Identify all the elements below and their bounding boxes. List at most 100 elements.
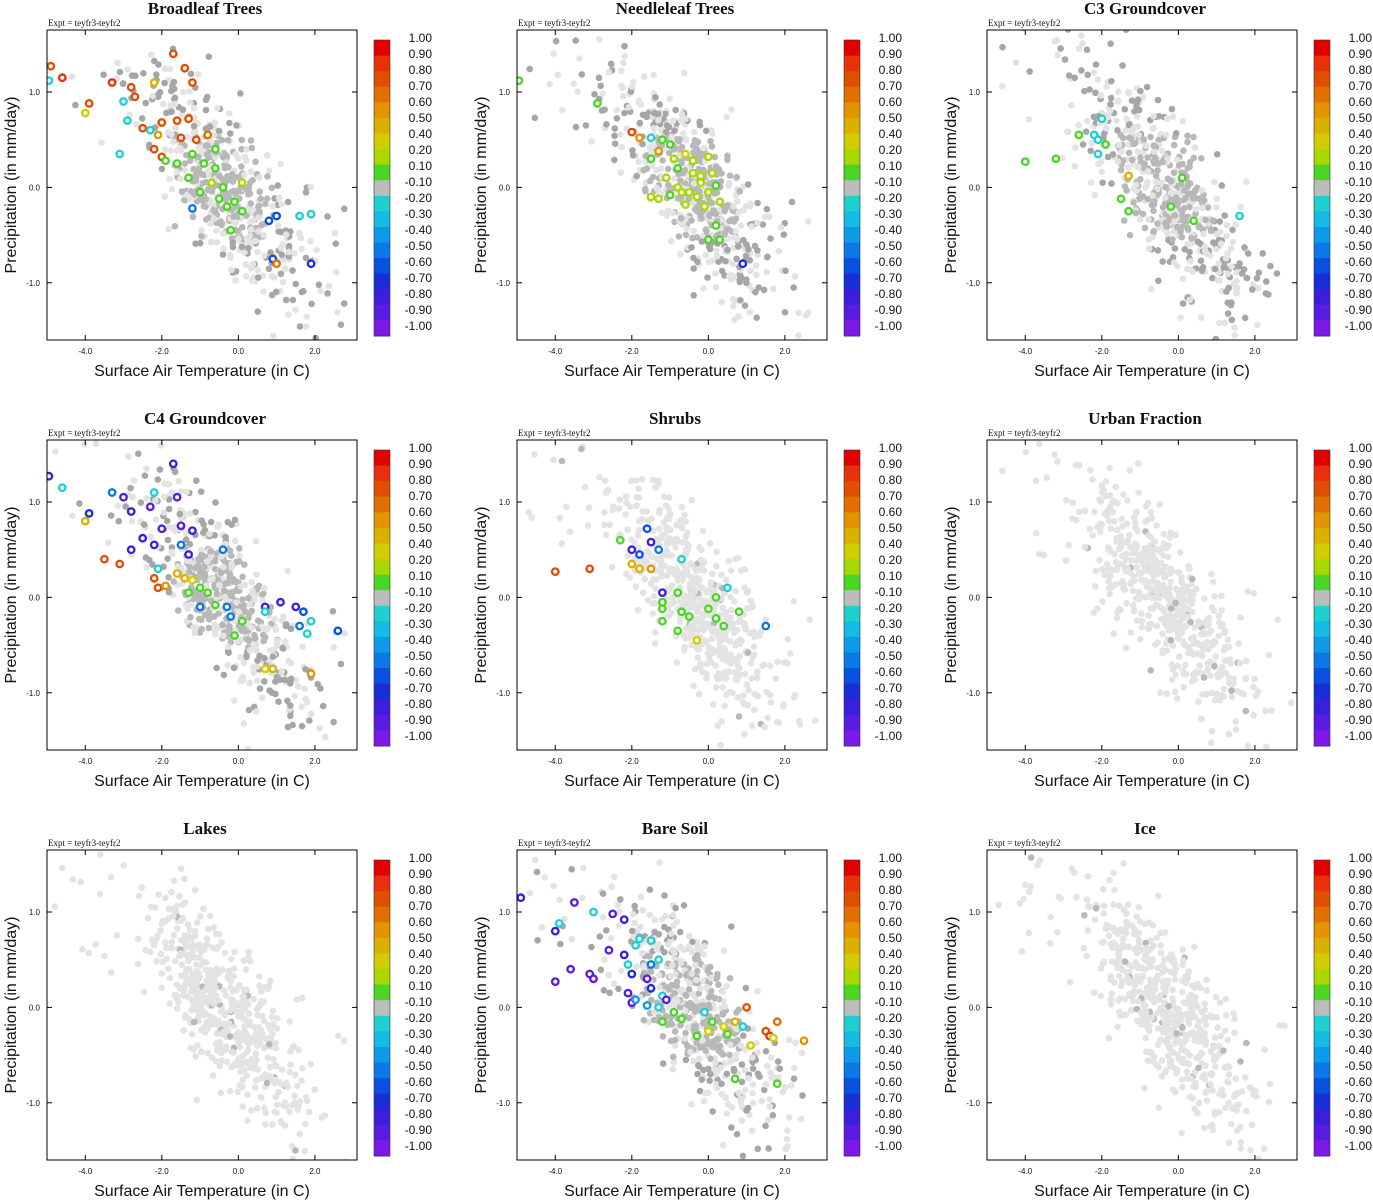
background-point — [719, 604, 727, 612]
panel-title: Bare Soil — [642, 819, 709, 838]
colorbar-swatch — [374, 559, 390, 576]
colorbar-swatch — [844, 527, 860, 544]
background-point — [732, 215, 740, 222]
background-point — [251, 1065, 259, 1072]
colorbar-swatch — [1314, 71, 1330, 88]
background-point — [718, 267, 726, 275]
background-point — [179, 901, 186, 908]
background-point — [264, 1022, 272, 1029]
background-point — [115, 517, 122, 525]
background-point — [658, 209, 666, 216]
colorbar-label: -0.80 — [405, 697, 433, 711]
colorbar-label: -1.00 — [1345, 319, 1373, 333]
background-point — [675, 233, 683, 240]
background-point — [767, 699, 775, 706]
x-tick-label: -4.0 — [548, 347, 562, 356]
background-point — [170, 78, 178, 86]
background-point — [269, 1121, 276, 1128]
expt-label: Expt = teyfr3-teyfr2 — [48, 18, 121, 28]
background-point — [1115, 97, 1122, 105]
background-point — [1262, 290, 1270, 297]
background-point — [211, 621, 219, 628]
background-point — [724, 156, 731, 164]
background-point — [1218, 592, 1225, 600]
background-point — [329, 608, 337, 615]
background-point — [614, 901, 621, 909]
colorbar-label: 0.50 — [409, 931, 433, 945]
data-point — [715, 197, 725, 207]
background-point — [308, 300, 315, 308]
background-point — [1267, 262, 1274, 270]
background-point — [144, 914, 152, 922]
background-point — [1105, 584, 1113, 592]
background-point — [155, 891, 162, 898]
background-point — [164, 536, 172, 544]
colorbar-label: -0.40 — [405, 633, 433, 647]
background-point — [1145, 245, 1153, 252]
background-point — [215, 581, 223, 589]
colorbar-swatch — [1314, 574, 1330, 591]
background-point — [274, 182, 282, 189]
background-point — [165, 505, 173, 513]
background-point — [268, 184, 276, 192]
background-point — [700, 1097, 708, 1105]
background-point — [156, 466, 164, 473]
background-point — [187, 157, 194, 164]
background-point — [1187, 635, 1195, 642]
background-point — [195, 153, 202, 161]
data-point — [635, 133, 644, 143]
background-point — [698, 238, 706, 245]
background-point — [303, 698, 311, 706]
background-point — [694, 646, 702, 653]
background-point — [672, 565, 680, 572]
background-point — [617, 967, 625, 975]
background-point — [664, 165, 672, 173]
background-point — [260, 231, 268, 239]
background-point — [714, 676, 722, 683]
y-axis-label: Precipitation (in mm/day) — [3, 917, 20, 1094]
panel-title: C3 Groundcover — [1084, 0, 1206, 18]
background-point — [1171, 212, 1178, 219]
background-point — [680, 902, 688, 909]
background-point — [210, 1000, 218, 1008]
background-point — [776, 1065, 784, 1072]
background-point — [269, 202, 276, 210]
background-point — [1214, 276, 1222, 284]
background-point — [1221, 212, 1228, 219]
background-point — [114, 59, 121, 67]
colorbar: 1.000.900.800.700.600.500.400.200.10-0.1… — [1313, 441, 1372, 747]
background-point — [642, 185, 649, 193]
background-point — [237, 654, 244, 661]
background-point — [1140, 136, 1148, 143]
background-point — [1241, 314, 1249, 322]
colorbar-swatch — [1314, 636, 1330, 654]
background-point — [1127, 629, 1135, 636]
background-point — [1262, 707, 1269, 715]
background-point — [195, 1009, 202, 1017]
colorbar-label: -0.40 — [405, 223, 433, 237]
background-point — [205, 624, 213, 632]
data-point — [654, 146, 663, 156]
background-point — [786, 650, 794, 657]
background-point — [236, 1043, 244, 1051]
colorbar-label: -0.40 — [405, 1043, 433, 1057]
colorbar-swatch — [844, 714, 860, 731]
background-point — [175, 477, 183, 485]
background-point — [1138, 624, 1146, 631]
colorbar-swatch — [374, 906, 390, 923]
highlight-points — [517, 76, 748, 269]
background-point — [818, 361, 825, 368]
background-point — [652, 484, 659, 491]
background-point — [272, 1044, 280, 1052]
data-point — [172, 492, 182, 502]
colorbar-swatch — [374, 304, 390, 321]
background-point — [170, 85, 178, 93]
background-point — [183, 488, 190, 496]
data-point — [738, 259, 748, 269]
background-point — [628, 83, 636, 90]
background-point — [128, 518, 136, 525]
highlight-points — [47, 459, 343, 679]
background-point — [604, 486, 612, 494]
background-point — [739, 698, 747, 706]
background-point — [790, 597, 798, 605]
